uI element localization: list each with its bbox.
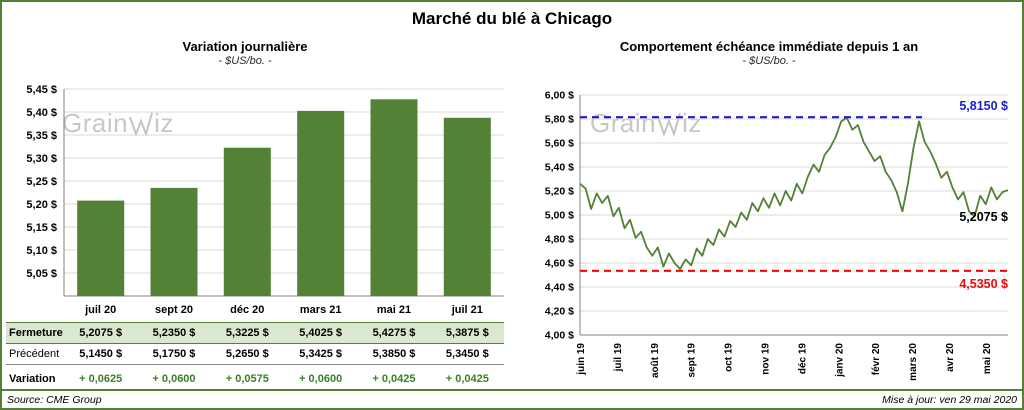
bar-chart-panel: Variation journalière - $US/bo. - 5,05 $…: [6, 38, 514, 321]
x-category-label: mars 21: [300, 304, 342, 316]
y-axis-label: 5,40 $: [545, 162, 574, 174]
table-row-label-variation: Variation: [9, 373, 56, 385]
y-axis-label: 5,20 $: [545, 186, 574, 198]
x-month-label: nov 19: [760, 343, 771, 375]
bar-déc 20: [223, 147, 271, 296]
y-axis-label: 4,40 $: [545, 282, 574, 294]
y-axis-label: 5,10 $: [26, 245, 57, 257]
x-category-label: juil 21: [451, 304, 483, 316]
y-axis-label: 5,05 $: [26, 268, 57, 280]
updated-note: Mise à jour: ven 29 mai 2020: [882, 393, 1017, 406]
y-axis-label: 4,80 $: [545, 234, 574, 246]
table-cell-precedent-5: 5,3450 $: [430, 344, 504, 365]
bar-mars 21: [297, 110, 345, 297]
y-axis-label: 4,00 $: [545, 330, 574, 342]
line-chart-subtitle: - $US/bo. -: [742, 55, 796, 67]
table-row-label-precedent: Précédent: [6, 344, 64, 365]
table-cell-fermeture-2: 5,3225 $: [210, 322, 284, 344]
y-axis-label: 5,60 $: [545, 138, 574, 150]
bar-chart: 5,05 $ 5,10 $ 5,15 $ 5,20 $ 5,25 $ 5,30 $ 5,35…: [26, 84, 504, 316]
y-axis-label: 5,25 $: [26, 176, 57, 188]
bar-chart-subtitle: - $US/bo. -: [218, 55, 272, 67]
x-month-label: janv 20: [834, 343, 845, 378]
table-cell-variation-4: + 0,0425: [372, 373, 416, 385]
x-month-label: août 19: [650, 343, 661, 378]
table-cell-fermeture-0: 5,2075 $: [64, 322, 138, 344]
table-cell-precedent-2: 5,2650 $: [210, 344, 284, 365]
table-cell-precedent-4: 5,3850 $: [357, 344, 431, 365]
y-axis-label: 4,60 $: [545, 258, 574, 270]
bar-juil 21: [443, 117, 491, 297]
bar-sept 20: [150, 187, 198, 296]
bar-mai 21: [370, 99, 418, 296]
y-axis-label: 5,80 $: [545, 114, 574, 126]
main-title: Marché du blé à Chicago: [411, 9, 613, 28]
x-month-label: avr 20: [945, 343, 956, 372]
x-month-label: juin 19: [576, 343, 587, 376]
x-month-label: févr 20: [871, 343, 882, 376]
table-row-label-fermeture: Fermeture: [6, 322, 64, 344]
y-axis-label: 5,00 $: [545, 210, 574, 222]
x-month-label: juil 19: [613, 343, 624, 373]
table-cell-variation-1: + 0,0600: [152, 373, 196, 385]
table-cell-fermeture-1: 5,2350 $: [137, 322, 211, 344]
x-month-label: sept 19: [687, 343, 698, 378]
x-category-label: déc 20: [230, 304, 264, 316]
price-line: [579, 116, 1009, 270]
line-chart: 4,00 $ 4,20 $ 4,40 $ 4,60 $ 4,80 $ 5,00 $ 5,20…: [545, 90, 1009, 381]
line-chart-title: Comportement échéance immédiate depuis 1…: [619, 39, 919, 54]
table-cell-fermeture-5: 5,3875 $: [430, 322, 504, 344]
x-month-label: mai 20: [982, 343, 993, 375]
y-axis-label: 5,35 $: [26, 130, 57, 142]
table-cell-precedent-3: 5,3425 $: [283, 344, 358, 365]
y-axis-label: 5,20 $: [26, 199, 57, 211]
table-cell-variation-2: + 0,0575: [225, 373, 269, 385]
x-month-label: déc 19: [797, 343, 808, 375]
bar-juil 20: [77, 200, 125, 296]
y-axis-label: 5,15 $: [26, 222, 57, 234]
x-category-label: sept 20: [155, 304, 193, 316]
footer: Source: CME Group Mise à jour: ven 29 ma…: [2, 389, 1022, 408]
table-cell-variation-3: + 0,0600: [299, 373, 343, 385]
y-axis-label: 5,40 $: [26, 107, 57, 119]
table-cell-fermeture-3: 5,4025 $: [283, 322, 358, 344]
x-month-label: oct 19: [724, 343, 735, 372]
source-note: Source: CME Group: [7, 393, 102, 406]
x-month-label: mars 20: [908, 343, 919, 381]
y-axis-label: 6,00 $: [545, 90, 574, 102]
last-price-label: 5,2075 $: [959, 210, 1008, 224]
table-cell-fermeture-4: 5,4275 $: [357, 322, 431, 344]
y-axis-label: 5,30 $: [26, 153, 57, 165]
y-axis-label: 4,20 $: [545, 306, 574, 318]
table-cell-precedent-0: 5,1450 $: [64, 344, 138, 365]
bar-chart-title: Variation journalière: [182, 39, 308, 54]
reference-line-label: 5,8150 $: [959, 99, 1008, 113]
reference-line-label: 4,5350 $: [959, 277, 1008, 291]
table-cell-precedent-1: 5,1750 $: [137, 344, 211, 365]
table-cell-variation-5: + 0,0425: [445, 373, 489, 385]
line-chart-panel: Comportement échéance immédiate depuis 1…: [518, 38, 1020, 393]
y-axis-label: 5,45 $: [26, 84, 57, 96]
x-category-label: mai 21: [377, 304, 411, 316]
x-category-label: juil 20: [84, 304, 116, 316]
table-cell-variation-0: + 0,0625: [79, 373, 123, 385]
price-table: Fermeture 5,2075 $5,2350 $5,3225 $5,4025 …: [6, 322, 504, 389]
